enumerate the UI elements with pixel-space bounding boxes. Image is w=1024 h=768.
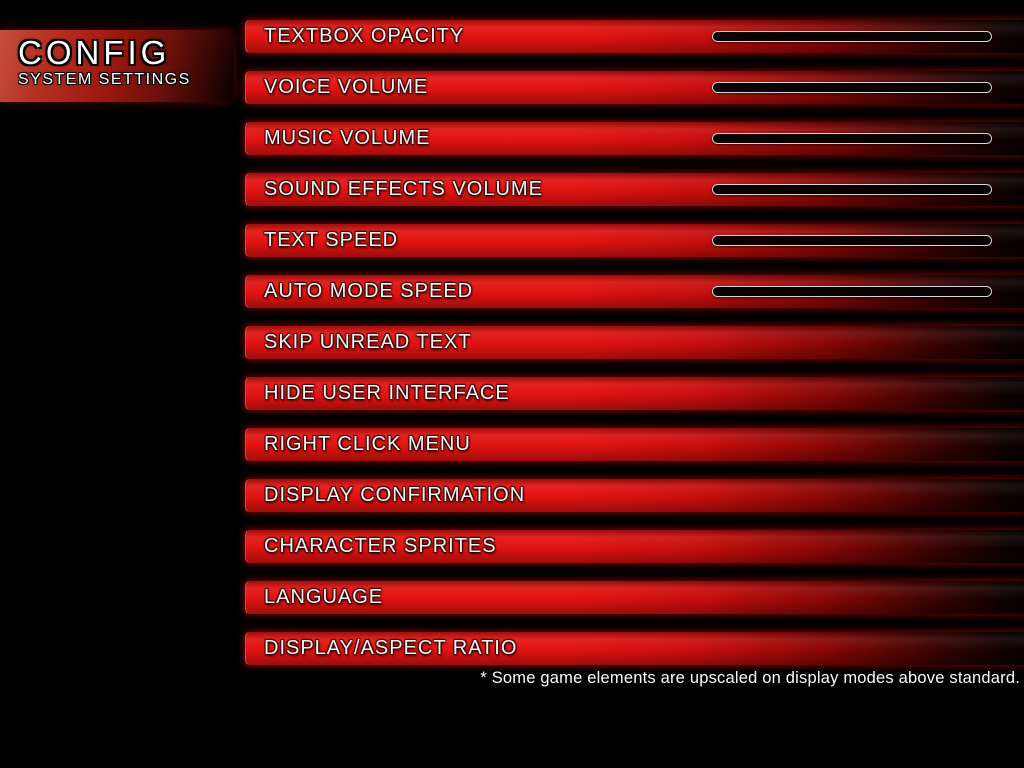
setting-row-music-volume[interactable]: MUSIC VOLUME [245,122,1024,155]
footnote: * Some game elements are upscaled on dis… [480,669,1020,687]
setting-label: SKIP UNREAD TEXT [264,331,472,353]
config-title-panel: CONFIG SYSTEM SETTINGS [0,30,234,102]
setting-label: LANGUAGE [264,586,384,608]
setting-row-sound-effects-volume[interactable]: SOUND EFFECTS VOLUME [245,173,1024,206]
setting-label: VOICE VOLUME [264,76,429,98]
music-volume-slider[interactable] [712,133,992,144]
setting-label: AUTO MODE SPEED [264,280,474,302]
setting-label: CHARACTER SPRITES [264,535,497,557]
sound-effects-volume-slider[interactable] [712,184,992,195]
config-subheading: SYSTEM SETTINGS [18,71,191,88]
textbox-opacity-slider[interactable] [712,31,992,42]
setting-row-right-click-menu[interactable]: RIGHT CLICK MENU [245,428,1024,461]
setting-row-hide-user-interface[interactable]: HIDE USER INTERFACE [245,377,1024,410]
setting-label: DISPLAY CONFIRMATION [264,484,526,506]
setting-label: MUSIC VOLUME [264,127,431,149]
setting-row-auto-mode-speed[interactable]: AUTO MODE SPEED [245,275,1024,308]
setting-row-language[interactable]: LANGUAGE [245,581,1024,614]
setting-label: TEXT SPEED [264,229,399,251]
setting-row-display-confirmation[interactable]: DISPLAY CONFIRMATION [245,479,1024,512]
setting-row-voice-volume[interactable]: VOICE VOLUME [245,71,1024,104]
setting-label: HIDE USER INTERFACE [264,382,510,404]
setting-label: DISPLAY/ASPECT RATIO [264,637,518,659]
text-speed-slider[interactable] [712,235,992,246]
setting-label: SOUND EFFECTS VOLUME [264,178,543,200]
settings-list: TEXTBOX OPACITY VOICE VOLUME MUSIC VOLUME S… [245,20,1024,683]
setting-row-text-speed[interactable]: TEXT SPEED [245,224,1024,257]
auto-mode-speed-slider[interactable] [712,286,992,297]
voice-volume-slider[interactable] [712,82,992,93]
setting-row-textbox-opacity[interactable]: TEXTBOX OPACITY [245,20,1024,53]
setting-row-display-aspect-ratio[interactable]: DISPLAY/ASPECT RATIO [245,632,1024,665]
setting-label: RIGHT CLICK MENU [264,433,471,455]
config-heading: CONFIG [18,34,171,71]
setting-row-skip-unread-text[interactable]: SKIP UNREAD TEXT [245,326,1024,359]
setting-label: TEXTBOX OPACITY [264,25,465,47]
setting-row-character-sprites[interactable]: CHARACTER SPRITES [245,530,1024,563]
